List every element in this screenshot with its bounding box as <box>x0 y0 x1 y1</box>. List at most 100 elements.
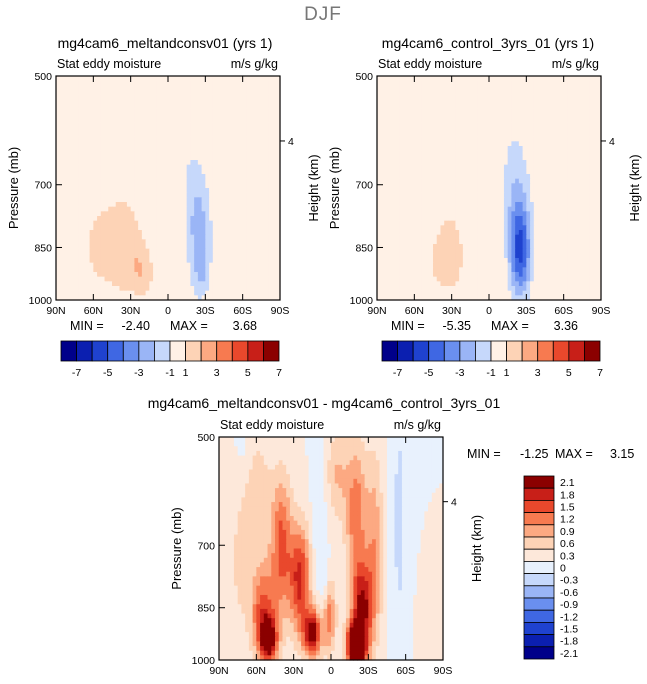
panel-right-cell <box>548 160 554 166</box>
panel-right-cell <box>503 132 509 138</box>
panel-left-cell <box>156 253 162 259</box>
panel-left-cell <box>153 230 158 236</box>
panel-left-cell <box>168 183 173 189</box>
panel-right-cell <box>586 183 591 189</box>
panel-left-cell <box>265 225 270 231</box>
panel-right-cell <box>552 146 557 152</box>
panel-right-cell <box>414 211 419 217</box>
panel-left-cell <box>74 90 79 96</box>
panel-right-cell <box>507 197 512 203</box>
panel-right-cell <box>567 178 572 184</box>
panel-right-cell <box>414 76 419 82</box>
panel-left-cell <box>56 150 61 156</box>
panel-left-cell <box>231 220 236 226</box>
panel-left-cell <box>171 146 177 152</box>
panel-left-cell <box>205 248 210 254</box>
panel-right-cell <box>466 225 471 231</box>
panel-left-cell <box>115 150 121 156</box>
panel-left-cell <box>156 113 162 119</box>
panel-left-cell <box>130 262 135 268</box>
panel-left-cell <box>227 253 233 259</box>
panel-right-cell <box>433 127 438 133</box>
panel-right-cell <box>451 188 456 194</box>
panel-right-cell <box>406 164 412 170</box>
panel-left-cell <box>276 248 281 254</box>
panel-left-cell <box>175 94 180 100</box>
panel-left-cell <box>194 99 199 105</box>
panel-right-cell <box>414 127 419 133</box>
panel-right-cell <box>391 141 397 147</box>
panel-left-cell <box>197 183 203 189</box>
panel-left-cell <box>220 113 225 119</box>
panel-right-cell <box>399 178 404 184</box>
panel-left-cell <box>224 253 229 259</box>
panel-right-cell <box>425 169 430 175</box>
panel-right-cell <box>395 225 400 231</box>
panel-left-cell <box>201 239 206 245</box>
panel-left-cell <box>164 146 169 152</box>
panel-right-cell <box>433 85 438 91</box>
panel-left-cell <box>93 99 98 105</box>
panel-left-cell <box>238 160 244 166</box>
panel-left-cell <box>175 183 180 189</box>
panel-right-cell <box>511 230 516 236</box>
panel-right-cell <box>380 150 386 156</box>
panel-right-cell <box>436 178 442 184</box>
panel-right-cell <box>559 197 565 203</box>
panel-left-cell <box>56 104 61 110</box>
panel-left-cell <box>205 94 210 100</box>
panel-left-cell <box>220 197 225 203</box>
panel-left-cell <box>156 155 162 161</box>
panel-left-cell <box>67 141 72 147</box>
panel-left-cell <box>164 169 169 175</box>
panel-left-cell <box>145 225 150 231</box>
panel-right-cell <box>518 216 524 222</box>
panel-right-cell <box>567 169 572 175</box>
panel-left-cell <box>257 239 262 245</box>
panel-left-cell <box>119 253 124 259</box>
panel-right-cell <box>578 132 583 138</box>
panel-left-cell <box>186 90 191 96</box>
panel-right-cell <box>470 225 475 231</box>
panel-left-cell <box>156 99 162 105</box>
panel-right-cell <box>485 206 490 212</box>
panel-left-cell <box>126 155 132 161</box>
panel-left-cell <box>119 113 124 119</box>
panel-right-cell <box>503 113 509 119</box>
panel-left-cell <box>253 90 259 96</box>
panel-left-cell <box>231 155 236 161</box>
panel-right-cell <box>489 118 494 124</box>
panel-right-cell <box>533 197 539 203</box>
panel-right-cell <box>433 220 438 226</box>
panel-left-cell <box>276 230 281 236</box>
panel-left-cell <box>224 272 229 278</box>
panel-left-cell <box>112 290 117 296</box>
panel-right-cell <box>410 150 415 156</box>
panel-left-cell <box>56 220 61 226</box>
panel-left-cell <box>134 183 139 189</box>
panel-left-cell <box>67 244 72 250</box>
panel-right-cell <box>548 202 554 208</box>
panel-left-cell <box>246 136 251 142</box>
panel-left-cell <box>265 136 270 142</box>
panel-left-cell <box>250 276 255 282</box>
panel-left-cell <box>194 146 199 152</box>
panel-right-cell <box>496 132 501 138</box>
panel-right-cell <box>563 155 568 161</box>
panel-left-cell <box>89 295 94 301</box>
panel-right-cell <box>526 76 531 82</box>
panel-left-cell <box>130 150 135 156</box>
panel-left-cell <box>104 253 109 259</box>
panel-left-cell <box>149 94 154 100</box>
panel-right-cell <box>522 174 527 180</box>
panel-right-cell <box>500 122 505 128</box>
panel-left-cell <box>238 127 244 133</box>
panel-left-cell <box>123 104 128 110</box>
panel-left-cell <box>74 141 79 147</box>
panel-left-cell <box>268 276 274 282</box>
panel-left-cell <box>123 206 128 212</box>
panel-right-cell <box>515 94 520 100</box>
panel-left-cell <box>201 295 206 301</box>
panel-right-cell <box>526 99 531 105</box>
panel-left-cell <box>59 150 65 156</box>
